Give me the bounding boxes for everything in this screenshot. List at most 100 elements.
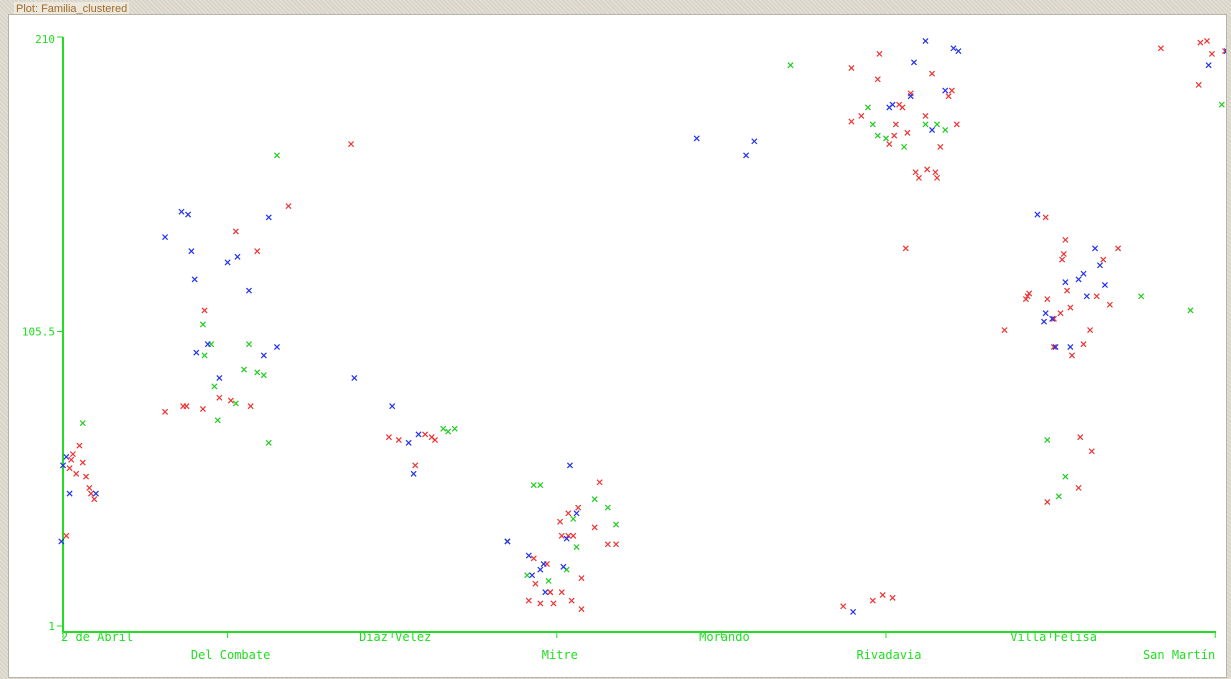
data-point-red xyxy=(891,132,898,139)
data-point-blue xyxy=(1101,281,1108,289)
data-point-blue xyxy=(1067,343,1074,351)
data-point-red xyxy=(431,436,439,444)
data-point-red xyxy=(254,248,261,255)
data-point-green xyxy=(934,121,941,128)
data-point-red xyxy=(904,129,911,136)
data-point-red xyxy=(1077,434,1084,441)
data-point-green xyxy=(241,366,248,373)
data-point-blue xyxy=(216,374,223,382)
data-point-red xyxy=(932,169,939,176)
data-point-red xyxy=(937,143,944,150)
data-point-blue xyxy=(234,253,241,260)
data-point-red xyxy=(1106,301,1113,308)
data-point-green xyxy=(211,383,218,390)
data-point-red xyxy=(247,403,254,410)
window-title: Plot: Familia_clustered xyxy=(14,2,130,16)
data-point-blue xyxy=(942,87,949,94)
data-point-blue xyxy=(1062,279,1069,286)
data-point-red xyxy=(83,473,90,480)
data-point-blue xyxy=(542,589,549,596)
data-point-red xyxy=(1001,327,1008,334)
data-point-blue xyxy=(929,126,936,134)
data-point-red xyxy=(199,405,206,413)
data-point-red xyxy=(1059,256,1066,263)
data-point-blue xyxy=(751,138,758,145)
data-point-blue xyxy=(415,431,422,438)
data-point-green xyxy=(545,577,552,584)
data-point-red xyxy=(1026,290,1033,297)
data-point-blue xyxy=(1042,310,1049,317)
x-tick-label: Morando xyxy=(699,630,750,644)
data-point-red xyxy=(1208,50,1215,57)
data-point-red xyxy=(874,76,881,83)
data-point-blue xyxy=(63,453,70,460)
data-point-blue xyxy=(1205,62,1212,69)
data-point-red xyxy=(848,64,855,72)
data-point-blue xyxy=(351,374,358,382)
data-point-red xyxy=(1050,343,1057,351)
data-point-blue xyxy=(907,93,914,100)
x-tick-label: 2 de Abril xyxy=(61,630,133,644)
data-point-red xyxy=(922,112,929,119)
data-point-green xyxy=(245,341,253,348)
data-point-green xyxy=(613,521,620,528)
data-point-blue xyxy=(92,490,99,497)
data-point-red xyxy=(604,541,611,548)
data-point-red xyxy=(558,532,565,539)
data-point-red xyxy=(183,403,190,410)
data-point-red xyxy=(1088,448,1095,455)
data-point-red xyxy=(537,600,544,607)
data-point-blue xyxy=(185,211,192,218)
x-tick-label: Del Combate xyxy=(191,648,270,662)
data-point-red xyxy=(934,174,941,181)
data-point-red xyxy=(876,50,883,57)
data-point-red xyxy=(1022,296,1029,303)
data-point-blue xyxy=(410,470,417,477)
data-point-green xyxy=(922,121,929,128)
data-point-blue xyxy=(922,37,929,45)
data-point-blue xyxy=(1034,211,1041,218)
data-point-blue xyxy=(1049,315,1056,322)
data-point-green xyxy=(524,572,531,579)
data-point-red xyxy=(613,541,620,548)
data-point-green xyxy=(869,121,876,128)
data-point-red xyxy=(575,504,582,511)
data-point-green xyxy=(79,420,86,427)
y-tick-label: 210 xyxy=(35,33,55,46)
data-point-blue xyxy=(540,560,547,568)
data-point-red xyxy=(578,606,585,613)
x-tick-label: Villa Felisa xyxy=(1010,630,1097,644)
data-point-blue xyxy=(525,552,532,559)
data-point-blue xyxy=(405,439,412,446)
data-point-red xyxy=(902,245,909,252)
data-point-blue xyxy=(537,566,544,573)
data-point-red xyxy=(66,465,73,472)
data-point-red xyxy=(87,490,95,497)
data-point-green xyxy=(1044,436,1051,444)
data-point-blue xyxy=(204,341,211,348)
y-tick-label: 1 xyxy=(48,620,55,633)
data-point-green xyxy=(604,504,611,511)
y-tick-label: 105.5 xyxy=(22,326,55,339)
data-point-green xyxy=(273,152,281,159)
data-point-green xyxy=(260,372,267,379)
data-point-green xyxy=(1138,293,1145,300)
data-point-red xyxy=(953,121,960,128)
data-point-red xyxy=(162,408,169,415)
data-point-red xyxy=(1044,296,1051,303)
data-point-green xyxy=(1187,307,1194,314)
data-point-blue xyxy=(504,538,511,545)
data-point-red xyxy=(591,524,598,531)
data-point-red xyxy=(422,431,429,438)
data-point-red xyxy=(924,166,931,173)
data-point-green xyxy=(214,417,221,424)
axis-labels: 210 105.5 1 2 de Abril Del Combate Díaz Velez… xyxy=(22,33,1216,662)
data-point-blue xyxy=(59,462,67,469)
data-point-red xyxy=(1087,327,1094,334)
x-tick-label: Rivadavia xyxy=(856,648,921,662)
data-point-green xyxy=(232,400,239,407)
data-point-blue xyxy=(693,135,700,142)
data-point-red xyxy=(1100,256,1107,263)
data-point-red xyxy=(395,436,402,444)
data-point-blue xyxy=(245,287,253,294)
